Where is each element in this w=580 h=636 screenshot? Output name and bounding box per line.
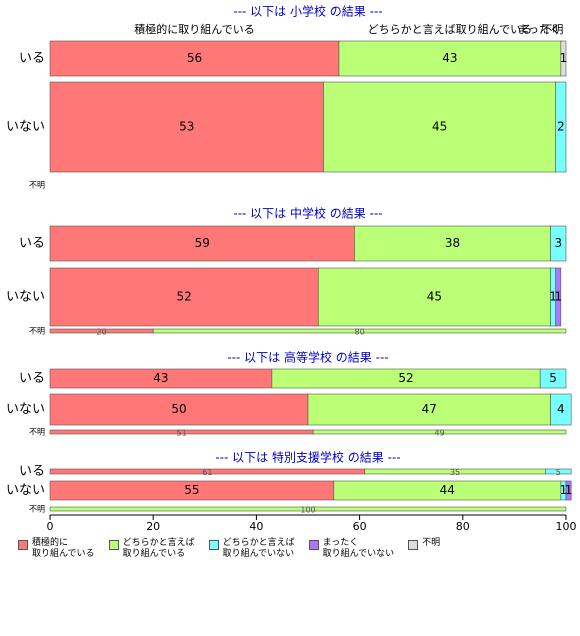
bar-segment xyxy=(555,267,562,327)
legend-label: 不明 xyxy=(422,538,441,548)
legend-item: どちらかと言えば 取り組んでいない xyxy=(208,538,295,560)
row-label: 不明 xyxy=(29,181,45,190)
legend: 積極的に 取り組んでいる どちらかと言えば 取り組んでいる どちらかと言えば 取り組… xyxy=(18,538,440,560)
value-label: 47 xyxy=(422,402,437,416)
x-tick-label: 60 xyxy=(353,520,367,533)
value-label: 100 xyxy=(300,506,315,515)
value-label: 80 xyxy=(355,328,365,337)
bar-segment xyxy=(354,225,551,262)
value-label: 55 xyxy=(184,483,199,497)
bar-segment xyxy=(49,393,309,426)
legend-swatch xyxy=(408,540,419,550)
legend-swatch xyxy=(208,540,219,550)
value-label: 38 xyxy=(445,236,460,250)
legend-label: 積極的に 取り組んでいる xyxy=(32,538,95,559)
legend-item: 不明 xyxy=(408,538,440,560)
legend-swatch xyxy=(18,540,28,550)
row-label: いる xyxy=(19,464,45,479)
value-label: 5 xyxy=(556,468,561,477)
legend-label: どちらかと言えば 取り組んでいない xyxy=(222,538,295,559)
bar-segment xyxy=(550,225,567,262)
row-label: 不明 xyxy=(29,505,45,514)
row-label: 不明 xyxy=(29,428,45,437)
bar-segment xyxy=(323,81,556,173)
bar-segment xyxy=(49,506,567,512)
bar-segment xyxy=(550,393,572,426)
legend-label: まったく 取り組んでいない xyxy=(322,538,395,559)
bar-segment xyxy=(312,429,567,435)
row-label: 不明 xyxy=(29,327,45,336)
value-label: 1 xyxy=(560,483,568,497)
column-label: 積極的に取り組んでいる xyxy=(134,22,254,36)
row-label: いない xyxy=(6,402,45,417)
row-label: いる xyxy=(19,371,45,386)
row-label: いる xyxy=(19,51,45,66)
legend-item: まったく 取り組んでいない xyxy=(308,538,395,560)
value-label: 45 xyxy=(427,290,442,304)
bar-segment xyxy=(307,393,551,426)
row-label: いない xyxy=(6,483,45,498)
bar-segment xyxy=(560,40,567,77)
value-label: 2 xyxy=(557,120,565,134)
row-label: いない xyxy=(6,290,45,305)
legend-item: 積極的に 取り組んでいる xyxy=(18,538,95,560)
value-label: 61 xyxy=(202,468,212,477)
legend-item: どちらかと言えば 取り組んでいる xyxy=(108,538,195,560)
value-label: 35 xyxy=(450,468,460,477)
panel-title: --- 以下は 特別支援学校 の結果 --- xyxy=(215,450,400,465)
bar-segment xyxy=(318,267,551,327)
bar-segment xyxy=(49,40,340,77)
bar-segment xyxy=(565,480,572,501)
bar-segment xyxy=(49,267,319,327)
bar-segment xyxy=(539,368,567,389)
value-label: 56 xyxy=(187,51,202,65)
bar-segment xyxy=(338,40,562,77)
value-label: 43 xyxy=(153,371,168,385)
x-tick-label: 20 xyxy=(146,520,160,533)
value-label: 1 xyxy=(565,483,573,497)
column-label: まったく xyxy=(517,23,561,36)
value-label: 53 xyxy=(179,120,194,134)
value-label: 59 xyxy=(195,236,210,250)
value-label: 51 xyxy=(176,429,186,438)
value-label: 4 xyxy=(557,402,565,416)
value-label: 50 xyxy=(171,402,186,416)
column-label: 不明 xyxy=(541,23,563,36)
bar-segment xyxy=(152,328,567,334)
value-label: 45 xyxy=(432,120,447,134)
column-label: どちらかと言えば取り組んでいる xyxy=(368,23,532,36)
legend-swatch xyxy=(108,540,119,550)
row-label: いない xyxy=(6,120,45,135)
bar-segment xyxy=(49,81,324,173)
value-label: 20 xyxy=(97,328,107,337)
panel-title: --- 以下は 高等学校 の結果 --- xyxy=(227,350,388,365)
value-label: 52 xyxy=(398,371,413,385)
bar-segment xyxy=(545,468,572,475)
x-tick-label: 0 xyxy=(47,520,54,533)
panel-title: --- 以下は 小学校 の結果 --- xyxy=(233,4,382,19)
value-label: 49 xyxy=(434,429,444,438)
value-label: 43 xyxy=(442,51,457,65)
value-label: 1 xyxy=(560,51,568,65)
bar-segment xyxy=(555,81,567,173)
value-label: 44 xyxy=(440,483,455,497)
x-tick-label: 40 xyxy=(249,520,263,533)
value-label: 3 xyxy=(554,236,562,250)
legend-swatch xyxy=(308,540,319,550)
value-label: 1 xyxy=(554,290,562,304)
x-tick-label: 80 xyxy=(456,520,470,533)
value-label: 5 xyxy=(549,371,557,385)
value-label: 52 xyxy=(177,290,192,304)
bar-segment xyxy=(49,225,355,262)
panel-title: --- 以下は 中学校 の結果 --- xyxy=(233,206,382,221)
legend-label: どちらかと言えば 取り組んでいる xyxy=(122,538,195,559)
x-tick-label: 100 xyxy=(556,520,577,533)
row-label: いる xyxy=(19,236,45,251)
value-label: 1 xyxy=(549,290,557,304)
